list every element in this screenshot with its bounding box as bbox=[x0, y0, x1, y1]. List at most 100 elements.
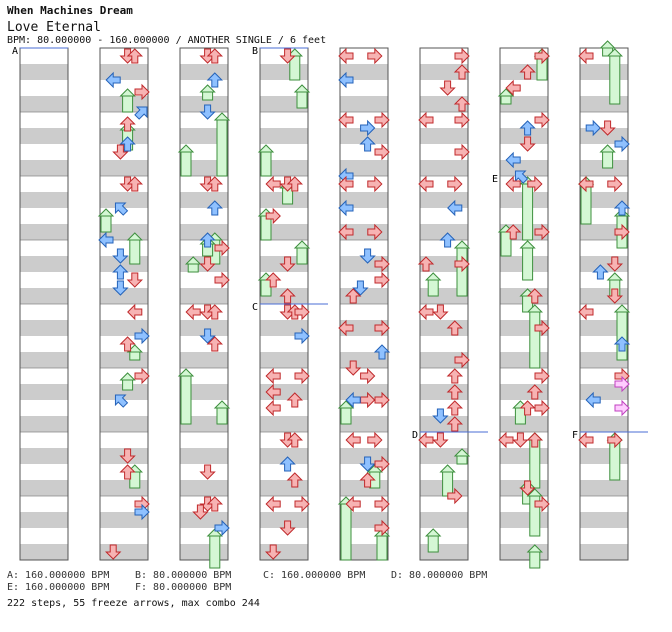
step-arrow bbox=[374, 255, 390, 273]
beat-stripe bbox=[180, 448, 228, 464]
step-arrow bbox=[338, 319, 354, 337]
bpm-legend-d: D: 80.000000 BPM bbox=[391, 570, 488, 581]
beat-stripe bbox=[340, 160, 388, 176]
step-arrow bbox=[505, 151, 521, 169]
beat-stripe bbox=[260, 416, 308, 432]
step-arrow bbox=[279, 520, 296, 536]
step-arrow bbox=[359, 456, 376, 472]
beat-stripe bbox=[260, 128, 308, 144]
step-arrow bbox=[599, 120, 616, 136]
step-arrow bbox=[134, 83, 150, 101]
beat-stripe bbox=[420, 448, 468, 464]
step-arrow bbox=[527, 175, 543, 193]
beat-stripe bbox=[180, 544, 228, 560]
beat-stripe bbox=[20, 96, 68, 112]
beat-stripe bbox=[180, 128, 228, 144]
freeze-arrow-body bbox=[522, 247, 534, 281]
step-arrow bbox=[432, 432, 449, 448]
freeze-arrow-body bbox=[514, 407, 526, 425]
step-arrow bbox=[432, 408, 449, 424]
step-arrow bbox=[534, 495, 550, 513]
beat-stripe bbox=[420, 224, 468, 240]
beat-stripe bbox=[580, 544, 628, 560]
freeze-arrow-head bbox=[424, 272, 442, 281]
freeze-arrow-body bbox=[180, 151, 192, 177]
step-arrow bbox=[607, 175, 623, 193]
beat-stripe bbox=[420, 512, 468, 528]
freeze-arrow-head bbox=[126, 344, 144, 353]
step-arrow bbox=[344, 288, 362, 304]
section-marker: B bbox=[252, 46, 258, 57]
beat-stripe bbox=[580, 224, 628, 240]
beat-stripe bbox=[20, 480, 68, 496]
step-arrow bbox=[534, 319, 550, 337]
step-arrow bbox=[119, 336, 136, 352]
beat-stripe bbox=[260, 160, 308, 176]
step-arrow bbox=[578, 303, 594, 321]
beat-stripe bbox=[340, 96, 388, 112]
step-arrow bbox=[447, 487, 463, 505]
beat-stripe bbox=[500, 160, 548, 176]
freeze-arrow-head bbox=[519, 240, 536, 249]
step-arrow bbox=[417, 256, 435, 272]
beat-stripe bbox=[100, 64, 148, 80]
section-marker: A bbox=[12, 46, 18, 57]
song-title: When Machines Dream bbox=[7, 4, 133, 17]
step-arrow bbox=[446, 320, 464, 336]
freeze-arrow-body bbox=[216, 119, 228, 177]
step-arrow bbox=[446, 368, 464, 384]
step-arrow bbox=[373, 344, 391, 360]
freeze-arrow-head bbox=[213, 400, 231, 409]
freeze-arrow-head bbox=[526, 488, 544, 497]
beat-stripe bbox=[100, 512, 148, 528]
step-arrow bbox=[360, 367, 376, 385]
freeze-arrow-body bbox=[529, 311, 541, 369]
step-arrow bbox=[374, 143, 390, 161]
step-arrow bbox=[344, 360, 362, 376]
step-arrow bbox=[265, 495, 281, 513]
step-arrow bbox=[367, 47, 383, 65]
freeze-arrow-head bbox=[599, 144, 616, 153]
beat-stripe bbox=[340, 416, 388, 432]
beat-stripe bbox=[180, 64, 228, 80]
beat-stripe bbox=[580, 320, 628, 336]
beat-stripe bbox=[580, 64, 628, 80]
step-arrow bbox=[526, 384, 544, 400]
beat-stripe bbox=[500, 96, 548, 112]
step-arrow bbox=[199, 232, 216, 248]
freeze-arrow-head bbox=[497, 88, 515, 97]
freeze-arrow-body bbox=[260, 215, 272, 241]
freeze-arrow-body bbox=[376, 535, 388, 561]
beat-stripe bbox=[180, 384, 228, 400]
freeze-arrow-body bbox=[456, 247, 468, 297]
step-arrow bbox=[264, 272, 282, 288]
step-arrow bbox=[112, 280, 129, 296]
step-arrow bbox=[345, 391, 361, 409]
freeze-arrow-head bbox=[453, 448, 471, 457]
step-arrow bbox=[592, 264, 609, 280]
step-arrow bbox=[585, 119, 601, 137]
beat-stripe bbox=[420, 64, 468, 80]
step-arrow bbox=[105, 71, 121, 89]
column-border bbox=[179, 47, 229, 561]
step-arrow bbox=[453, 64, 471, 80]
step-arrow bbox=[360, 119, 376, 137]
step-arrow bbox=[578, 431, 594, 449]
beat-stripe bbox=[420, 256, 468, 272]
freeze-arrow-body bbox=[122, 379, 134, 391]
beat-stripe bbox=[340, 544, 388, 560]
beat-stripe bbox=[420, 544, 468, 560]
step-arrow bbox=[98, 231, 114, 249]
beat-stripe bbox=[420, 192, 468, 208]
freeze-arrow-head bbox=[119, 372, 136, 381]
step-arrow bbox=[199, 104, 216, 120]
step-arrow bbox=[127, 303, 143, 321]
step-arrow bbox=[374, 495, 390, 513]
step-arrow bbox=[286, 472, 304, 488]
step-arrow bbox=[265, 367, 281, 385]
step-arrow bbox=[199, 256, 216, 272]
beat-stripe bbox=[20, 288, 68, 304]
step-arrow bbox=[526, 288, 544, 304]
beat-stripe bbox=[100, 160, 148, 176]
freeze-arrow-body bbox=[260, 279, 272, 297]
